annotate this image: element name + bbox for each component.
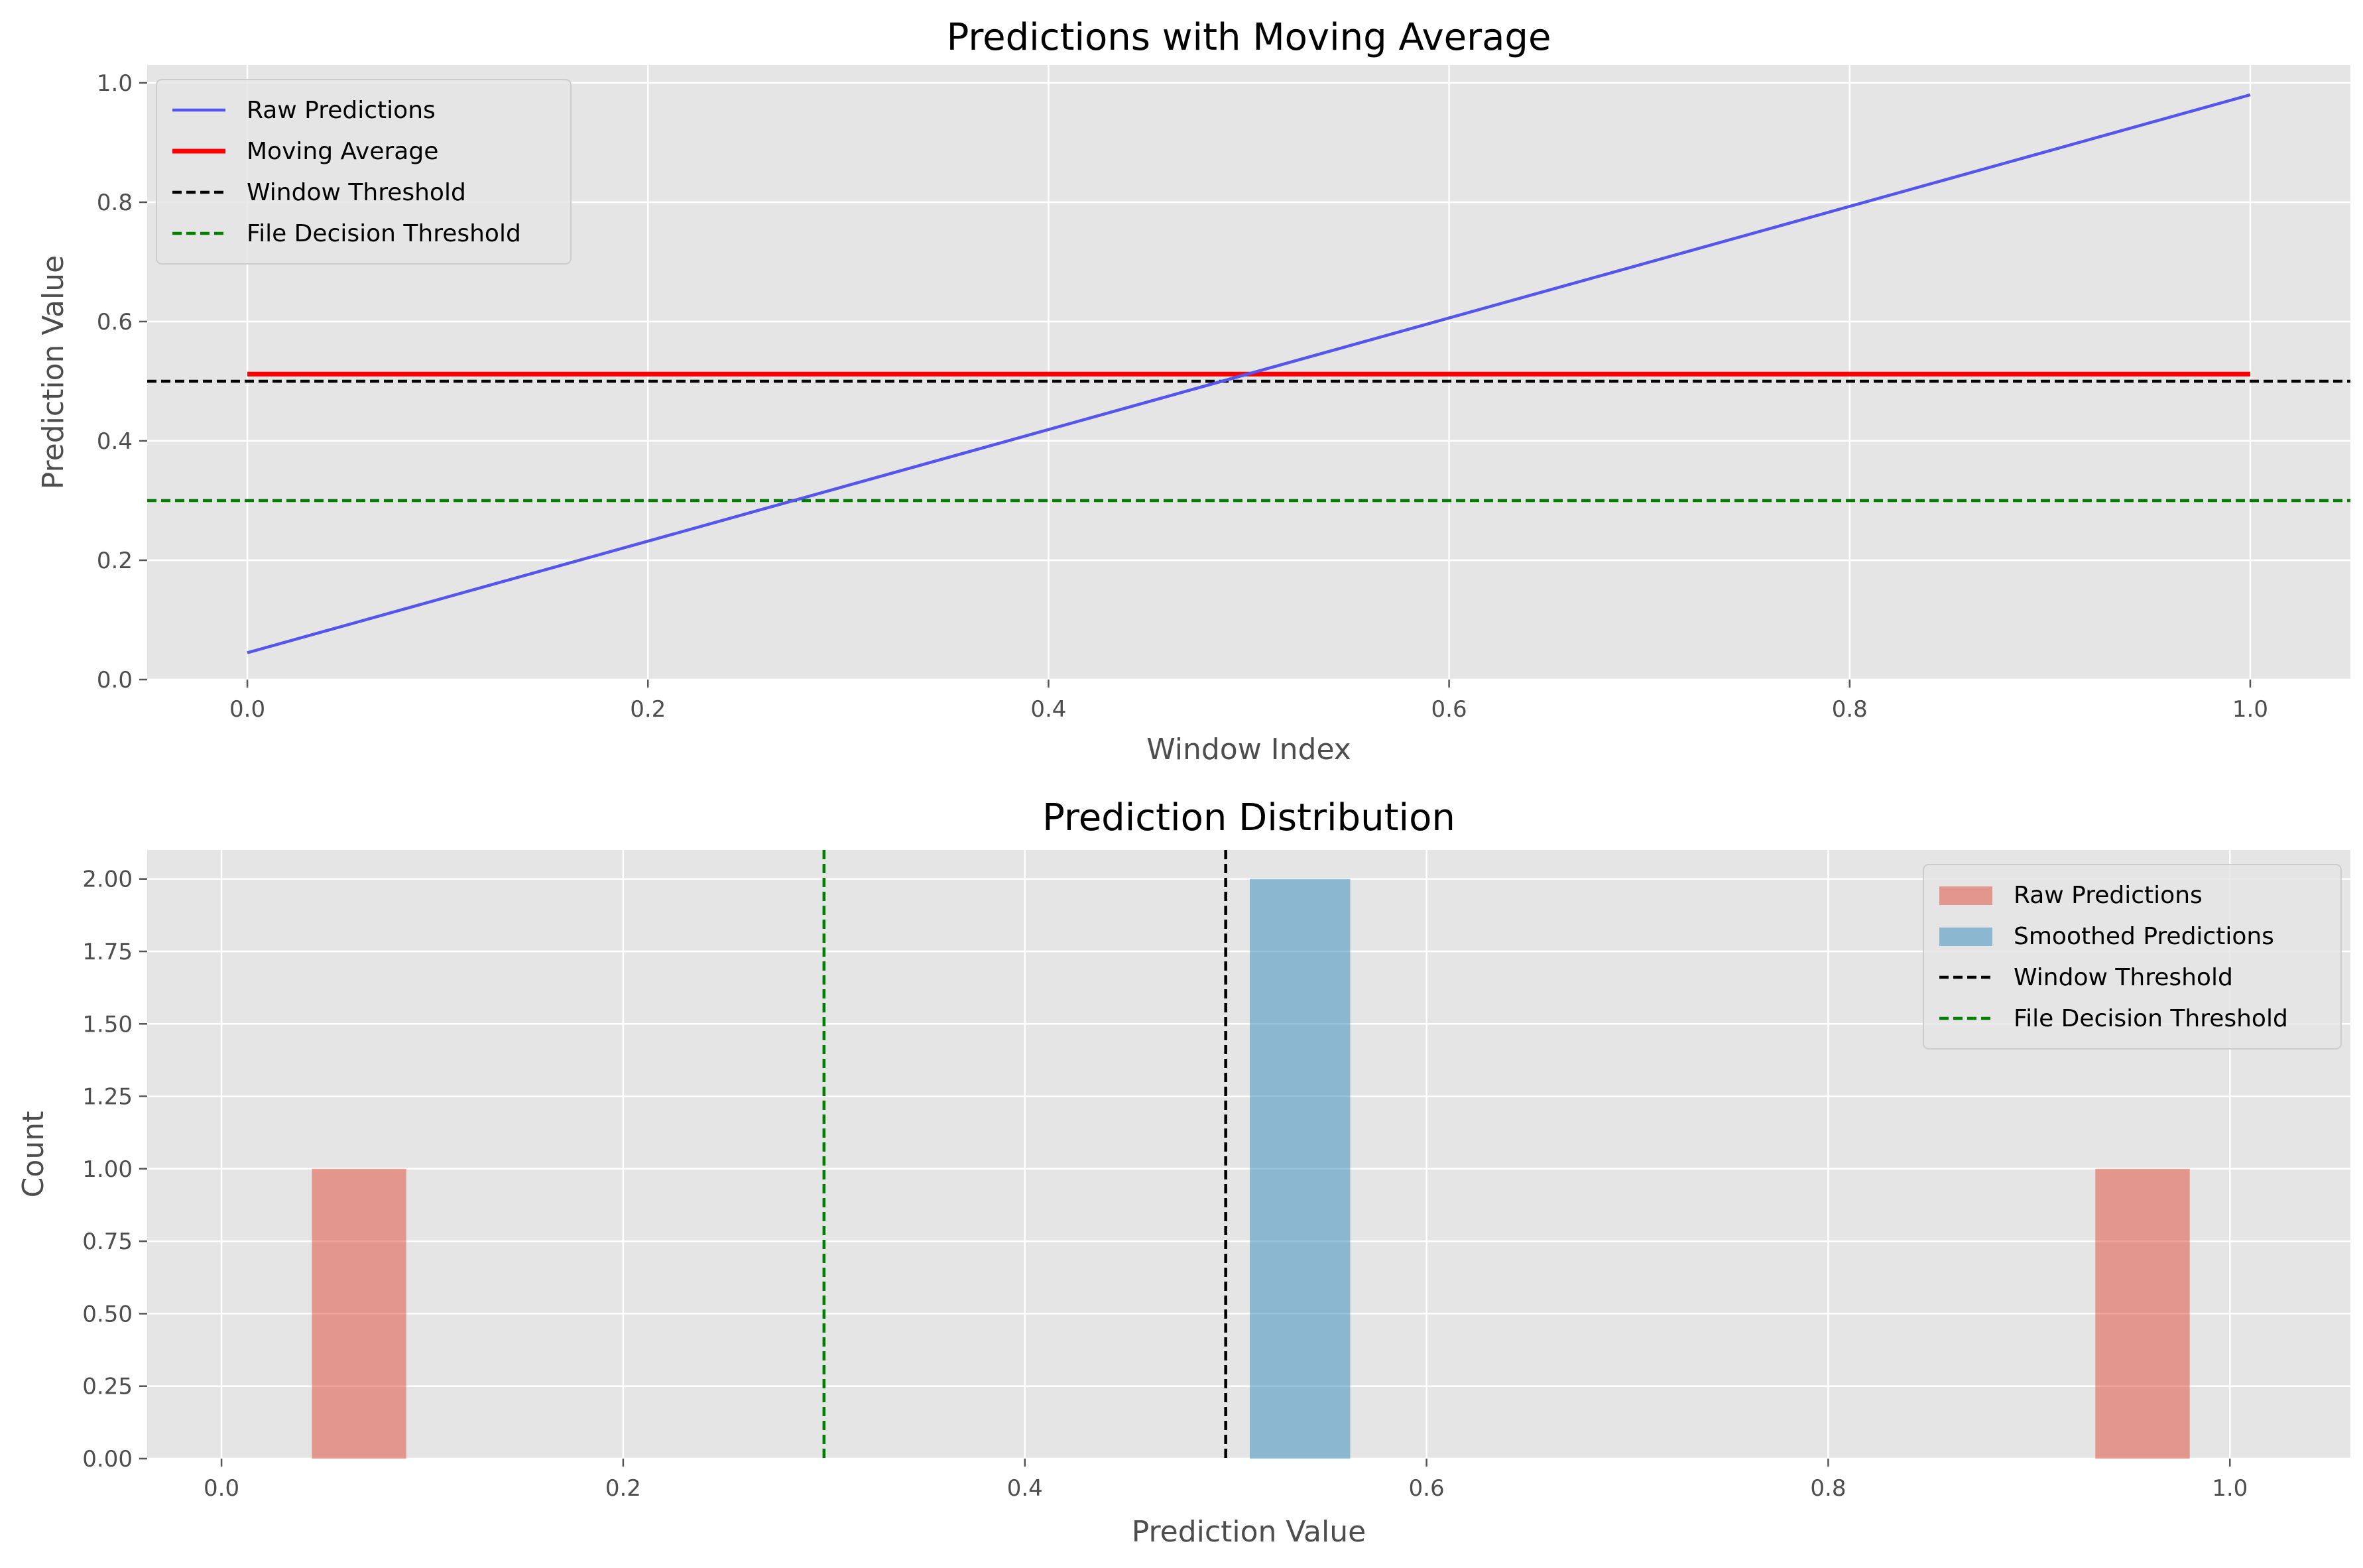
top-chart-legend-label-window-threshold: Window Threshold [247, 179, 466, 206]
bottom-chart-y-tick-label: 0.00 [82, 1446, 133, 1473]
bottom-chart: 0.0 0.2 0.4 0.6 0.8 1.0 0.00 0.25 0.50 0.75 1.00 1.… [17, 796, 2350, 1549]
bottom-chart-legend-label-file-decision-threshold: File Decision Threshold [2014, 1005, 2288, 1032]
top-chart-legend: Raw Predictions Moving Average Window Thre… [156, 80, 571, 264]
bottom-chart-legend-label-window-threshold: Window Threshold [2014, 964, 2233, 991]
top-chart-x-tick-label: 0.2 [630, 696, 666, 723]
bottom-chart-y-tick-label: 0.25 [82, 1374, 133, 1400]
top-chart-legend-label-file-decision-threshold: File Decision Threshold [247, 220, 521, 247]
bottom-chart-bar-raw-predictions-0 [312, 1169, 406, 1459]
bottom-chart-legend-swatch-smoothed-predictions [1939, 928, 1992, 946]
bottom-chart-bar-raw-predictions-1 [2095, 1169, 2189, 1459]
bottom-chart-y-tick-label: 0.75 [82, 1229, 133, 1255]
bottom-chart-y-tick-label: 1.50 [82, 1011, 133, 1038]
bottom-chart-y-tick-label: 1.25 [82, 1084, 133, 1111]
bottom-chart-y-tick-label: 1.75 [82, 939, 133, 965]
top-chart-legend-label-raw-predictions: Raw Predictions [247, 97, 436, 124]
top-chart-x-tick-label: 0.4 [1030, 696, 1066, 723]
bottom-chart-y-label: Count [17, 1111, 50, 1198]
bottom-chart-y-tick-label: 1.00 [82, 1156, 133, 1183]
top-chart-title: Predictions with Moving Average [947, 16, 1551, 59]
bottom-chart-x-tick-label: 0.2 [605, 1475, 641, 1502]
bottom-chart-x-tick-label: 0.4 [1007, 1475, 1043, 1502]
top-chart-x-tick-label: 0.0 [229, 696, 265, 723]
bottom-chart-x-tick-label: 0.6 [1409, 1475, 1445, 1502]
bottom-chart-x-tick-label: 1.0 [2212, 1475, 2248, 1502]
bottom-chart-y-tick-label: 0.50 [82, 1301, 133, 1327]
bottom-chart-legend: Raw Predictions Smoothed Predictions Windo… [1923, 865, 2341, 1049]
bottom-chart-legend-label-smoothed-predictions: Smoothed Predictions [2014, 923, 2274, 950]
top-chart-y-tick-label: 0.4 [97, 428, 133, 455]
bottom-chart-bar-smoothed-predictions-0 [1250, 879, 1350, 1459]
top-chart-x-tick-label: 0.6 [1431, 696, 1467, 723]
top-chart-x-label: Window Index [1146, 733, 1351, 766]
bottom-chart-title: Prediction Distribution [1042, 796, 1455, 839]
bottom-chart-y-tick-label: 2.00 [82, 867, 133, 893]
bottom-chart-x-tick-label: 0.0 [204, 1475, 239, 1502]
top-chart-x-tick-label: 0.8 [1832, 696, 1868, 723]
bottom-chart-legend-swatch-raw-predictions [1939, 886, 1992, 905]
top-chart-x-tick-label: 1.0 [2232, 696, 2268, 723]
top-chart-legend-label-moving-average: Moving Average [247, 138, 438, 165]
top-chart-y-tick-label: 0.6 [97, 309, 133, 335]
top-chart-y-tick-label: 0.8 [97, 190, 133, 216]
top-chart-y-tick-label: 0.0 [97, 667, 133, 694]
top-chart-y-tick-label: 1.0 [97, 70, 133, 97]
bottom-chart-legend-label-raw-predictions: Raw Predictions [2014, 882, 2203, 909]
bottom-chart-x-label: Prediction Value [1132, 1515, 1366, 1549]
top-chart: 0.0 0.2 0.4 0.6 0.8 1.0 0.0 0.2 0.4 0.6 0.8 1.0 Pre… [36, 16, 2350, 766]
bottom-chart-x-tick-label: 0.8 [1810, 1475, 1846, 1502]
top-chart-y-tick-label: 0.2 [97, 548, 133, 574]
top-chart-y-label: Prediction Value [36, 255, 70, 489]
